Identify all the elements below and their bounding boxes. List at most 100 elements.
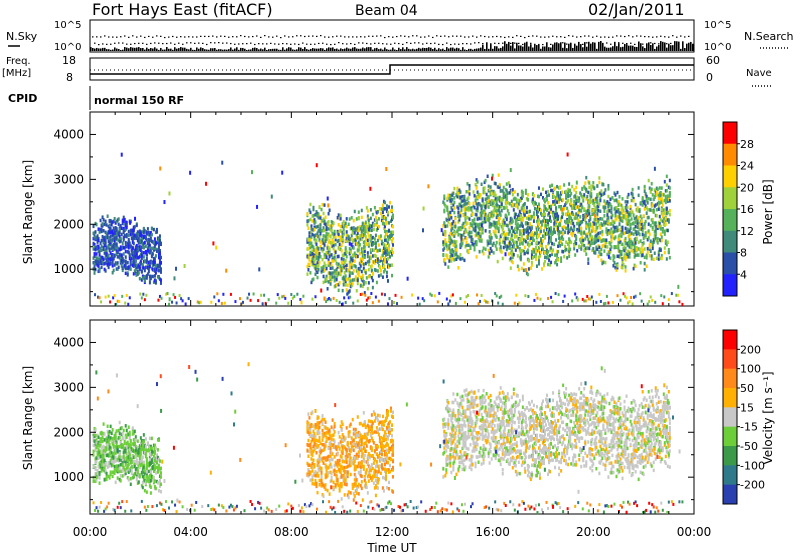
echo-cell [633, 295, 636, 299]
echo-cell [111, 247, 114, 251]
echo-cell [607, 215, 610, 220]
echo-cell [541, 219, 544, 223]
nsearch-point [528, 35, 530, 38]
echo-cell [342, 276, 345, 281]
nsky-bar [146, 47, 148, 51]
echo-cell [379, 234, 382, 238]
echo-cell [642, 224, 645, 229]
echo-cell [375, 228, 378, 232]
echo-cell [480, 182, 483, 187]
nsky-bar [528, 46, 530, 51]
echo-cell [613, 207, 616, 211]
echo-cell [462, 196, 465, 201]
echo-cell [510, 199, 513, 204]
echo-cell [509, 237, 512, 241]
nsky-bar [118, 49, 120, 51]
nsky-bar [326, 48, 328, 51]
echo-cell [618, 254, 621, 258]
echo-cell [126, 249, 129, 254]
echo-cell [388, 200, 391, 205]
echo-cell [334, 250, 337, 255]
nsky-bar [114, 47, 116, 51]
echo-cell [515, 203, 518, 208]
nsky-bar [134, 47, 136, 51]
echo-cell [340, 243, 343, 248]
echo-cell [553, 221, 556, 226]
echo-cell [551, 249, 554, 254]
echo-cell [505, 247, 508, 252]
echo-cell [624, 236, 627, 241]
nsearch-point [496, 35, 498, 38]
echo-cell [92, 433, 95, 438]
nsky-bar [224, 49, 226, 51]
echo-cell [152, 268, 155, 272]
echo-cell [549, 227, 552, 232]
echo-cell [168, 297, 171, 302]
echo-cell [452, 219, 455, 224]
echo-cell [569, 247, 572, 252]
echo-cell [159, 166, 162, 171]
echo-cell [242, 300, 245, 304]
echo-cell [523, 209, 526, 213]
echo-cell [361, 222, 364, 226]
echo-cell [133, 225, 136, 229]
echo-cell [383, 256, 386, 260]
echo-cell [543, 262, 545, 266]
echo-cell [579, 202, 582, 206]
echo-cell [104, 261, 107, 265]
nsky-bar [500, 47, 502, 51]
echo-cell [387, 221, 390, 225]
echo-cell [156, 238, 159, 243]
echo-cell [108, 241, 111, 246]
echo-cell [492, 229, 495, 234]
echo-cell [350, 282, 353, 287]
echo-cell [486, 300, 489, 304]
echo-cell [443, 229, 446, 234]
echo-cell [618, 215, 621, 219]
echo-cell [484, 204, 487, 209]
nsearch-point [416, 35, 418, 37]
echo-cell [592, 237, 595, 242]
echo-cell [620, 234, 623, 238]
echo-cell [650, 257, 653, 261]
echo-cell [544, 236, 547, 240]
echo-cell [610, 238, 613, 243]
echo-cell [453, 210, 456, 215]
echo-cell [586, 223, 589, 227]
echo-cell [92, 241, 95, 246]
echo-cell [526, 198, 529, 202]
colorbar-segment [723, 274, 737, 297]
echo-cell [660, 238, 663, 243]
echo-cell [495, 211, 498, 216]
nsky-bar [120, 49, 122, 51]
nsky-bar [250, 49, 252, 51]
nsearch-point [512, 36, 514, 38]
echo-cell [104, 242, 107, 247]
nsky-bar [646, 43, 648, 51]
echo-cell [329, 227, 332, 232]
echo-cell [122, 259, 125, 263]
echo-cell [604, 241, 607, 245]
nsearch-point [394, 42, 396, 44]
echo-cell [609, 229, 612, 233]
echo-cell [443, 194, 446, 198]
nsearch-point [230, 42, 232, 45]
nsearch-point [564, 36, 566, 39]
echo-cell [454, 216, 457, 221]
echo-cell [548, 193, 551, 197]
echo-cell [595, 233, 598, 238]
echo-cell [502, 194, 505, 199]
echo-cell [549, 184, 552, 189]
echo-cell [125, 233, 128, 237]
echo-cell [582, 213, 585, 218]
echo-cell [596, 200, 599, 205]
echo-cell [637, 223, 640, 228]
echo-cell [667, 250, 670, 254]
echo-cell [367, 281, 370, 285]
echo-cell [502, 185, 505, 190]
echo-cell [618, 222, 621, 227]
nsky-bar [104, 47, 106, 51]
echo-cell [668, 212, 671, 217]
echo-cell [357, 228, 360, 233]
echo-cell [536, 235, 539, 239]
